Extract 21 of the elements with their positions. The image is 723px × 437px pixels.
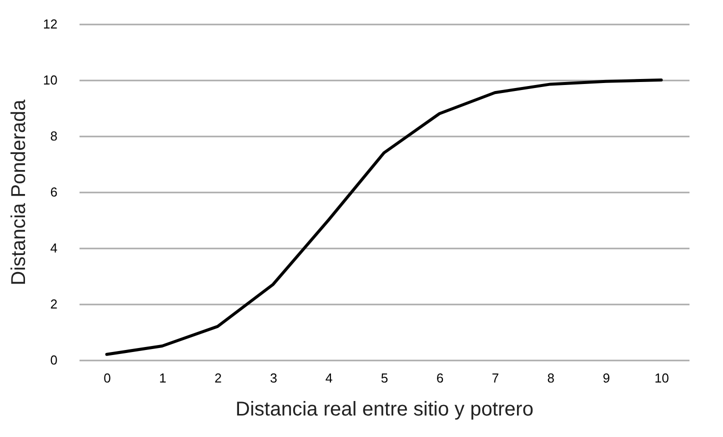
x-tick-label: 7	[492, 370, 500, 386]
x-tick-label: 2	[214, 370, 222, 386]
x-tick-label: 9	[602, 370, 610, 386]
x-tick-label: 0	[104, 370, 111, 386]
line-series	[105, 78, 663, 356]
x-tick-label: 1	[159, 370, 166, 386]
x-tick-label: 8	[547, 370, 554, 386]
y-tick-label: 6	[50, 184, 58, 200]
y-tick-label: 2	[50, 296, 58, 312]
x-tick-label: 6	[436, 370, 444, 386]
x-tick-label: 3	[270, 370, 278, 386]
x-tick-label: 10	[654, 370, 670, 386]
y-tick-label: 0	[50, 352, 58, 368]
y-tick-label: 8	[50, 128, 58, 144]
x-axis-title: Distancia real entre sitio y potrero	[236, 398, 534, 420]
y-tick-label: 12	[43, 16, 58, 32]
y-tick-label: 10	[43, 72, 58, 88]
x-tick-label: 4	[325, 370, 333, 386]
x-tick-label: 5	[380, 370, 388, 386]
y-axis-title: Distancia Ponderada	[8, 98, 30, 286]
y-tick-label: 4	[50, 240, 58, 256]
